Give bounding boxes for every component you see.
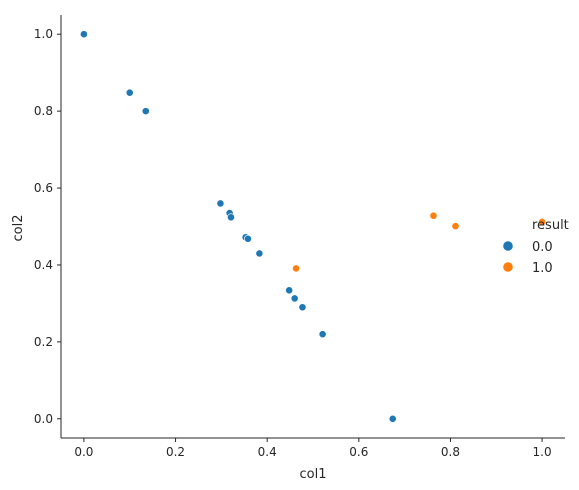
x-tick-label: 0.0 (74, 445, 93, 459)
data-point-series-0 (80, 30, 88, 39)
data-point-series-0 (318, 330, 327, 339)
y-tick-label: 0.0 (34, 412, 53, 426)
x-tick-label: 0.8 (441, 445, 460, 459)
data-point-series-0 (244, 234, 252, 243)
legend-marker (503, 262, 513, 272)
legend: result 0.0 1.0 (503, 218, 569, 276)
y-tick-label: 0.6 (34, 181, 53, 195)
data-point-series-1 (538, 217, 546, 226)
data-point-series-1 (429, 211, 438, 220)
y-tick-label: 0.8 (34, 104, 53, 118)
legend-label: 0.0 (532, 240, 553, 255)
x-tick-label: 1.0 (533, 445, 552, 459)
legend-label: 1.0 (532, 261, 553, 276)
y-tick-label: 1.0 (34, 27, 53, 41)
data-point-series-0 (125, 88, 134, 97)
data-point-series-0 (141, 107, 150, 116)
plot-area (80, 30, 546, 423)
data-point-series-0 (255, 249, 264, 258)
legend-title: result (532, 218, 569, 233)
data-point-series-0 (227, 213, 235, 222)
y-axis-label: col2 (11, 215, 26, 242)
data-point-series-0 (285, 286, 294, 295)
data-point-series-1 (292, 264, 300, 273)
x-tick-label: 0.6 (349, 445, 368, 459)
data-point-series-0 (216, 199, 225, 208)
data-point-series-0 (388, 414, 397, 423)
x-tick-label: 0.4 (258, 445, 277, 459)
x-axis-label: col1 (300, 467, 327, 482)
data-point-series-0 (290, 294, 299, 303)
y-tick-label: 0.2 (34, 335, 53, 349)
data-point-series-1 (451, 222, 460, 231)
y-tick-label: 0.4 (34, 258, 53, 272)
data-point-series-0 (298, 303, 307, 312)
axes: 0.0 0.2 0.4 0.6 0.8 1.0 0.0 0.2 0.4 0.6 0.8 1.0 (34, 15, 565, 459)
x-tick-label: 0.2 (166, 445, 185, 459)
legend-marker (503, 241, 513, 251)
